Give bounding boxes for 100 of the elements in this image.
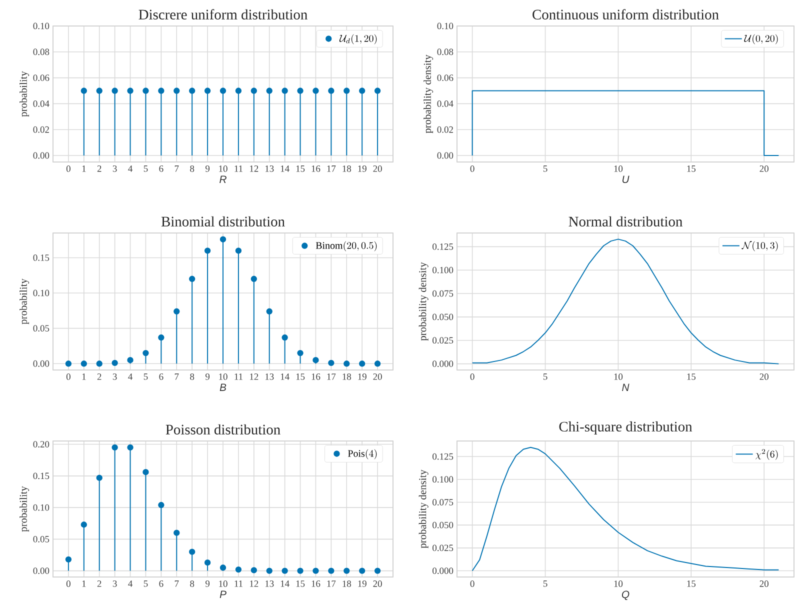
x-tick-label: 6 [159, 374, 164, 380]
point [328, 568, 334, 574]
point [266, 308, 272, 314]
x-tick-label: 19 [358, 166, 366, 172]
x-tick-label: 17 [327, 374, 336, 380]
x-tick-label: 8 [190, 374, 194, 380]
y-axis-title: probability density [424, 54, 434, 134]
point [359, 568, 366, 574]
y-tick-label: 0.02 [437, 126, 453, 133]
x-tick-label: 2 [97, 166, 102, 172]
x-tick-label: 14 [280, 166, 290, 172]
y-axis-title: probability [20, 278, 30, 324]
x-axis-title: B [220, 384, 226, 391]
y-tick-label: 0.10 [33, 22, 50, 30]
y-tick-label: 0.05 [33, 325, 50, 332]
x-tick-label: 13 [265, 166, 274, 172]
point [142, 469, 149, 476]
x-tick-label: 9 [205, 166, 210, 172]
x-tick-label: 9 [205, 580, 210, 587]
x-tick-label: 20 [373, 374, 382, 380]
x-tick-label: 15 [687, 166, 696, 172]
y-tick-label: 0.075 [432, 499, 454, 506]
point [174, 530, 180, 536]
chart-title: Binomial distribution [161, 216, 285, 226]
x-tick-label: 7 [174, 374, 179, 380]
x-tick-label: 0 [66, 374, 70, 380]
x-tick-label: 1 [82, 166, 86, 172]
point [374, 360, 381, 367]
y-tick-label: 0.000 [432, 360, 454, 368]
point [189, 276, 196, 282]
x-tick-label: 7 [174, 166, 179, 172]
y-tick-label: 0.06 [437, 74, 454, 82]
x-tick-label: 18 [342, 580, 352, 587]
y-tick-label: 0.050 [432, 522, 454, 528]
x-tick-label: 15 [687, 374, 696, 380]
x-tick-label: 14 [280, 580, 290, 587]
x-tick-label: 5 [543, 374, 548, 380]
x-tick-label: 15 [296, 166, 305, 172]
x-tick-label: 3 [112, 166, 117, 172]
x-tick-label: 17 [327, 166, 336, 172]
y-tick-label: 0.00 [33, 360, 50, 367]
x-tick-label: 6 [159, 166, 164, 172]
y-tick-label: 0.125 [432, 243, 454, 250]
x-tick-label: 3 [112, 374, 117, 380]
x-tick-label: 4 [128, 166, 132, 172]
x-tick-label: 5 [144, 374, 148, 380]
x-tick-label: 10 [219, 580, 228, 587]
y-tick-label: 0.100 [432, 476, 454, 483]
point [65, 556, 72, 563]
point [174, 308, 180, 314]
x-tick-label: 2 [97, 374, 102, 380]
y-tick-label: 0.04 [437, 100, 454, 107]
x-tick-label: 10 [219, 374, 228, 380]
point [127, 444, 134, 451]
point [220, 564, 226, 571]
y-tick-label: 0.04 [33, 100, 50, 107]
y-tick-label: 0.15 [33, 254, 50, 261]
x-tick-label: 0 [470, 166, 474, 172]
x-tick-label: 19 [358, 580, 366, 587]
x-tick-label: 3 [112, 580, 117, 587]
chart-title: Discrere uniform distribution [138, 9, 308, 20]
point [250, 567, 257, 574]
point [158, 334, 164, 341]
point [312, 357, 319, 364]
x-tick-label: 11 [234, 580, 242, 587]
x-tick-label: 4 [128, 374, 132, 380]
x-tick-label: 11 [234, 166, 242, 172]
chart-title: Normal distribution [568, 216, 682, 226]
y-tick-label: 0.20 [33, 441, 50, 448]
x-tick-label: 12 [250, 580, 258, 587]
x-tick-label: 0 [66, 580, 70, 587]
x-tick-label: 15 [296, 580, 305, 587]
y-tick-label: 0.025 [432, 544, 454, 552]
x-tick-label: 1 [82, 580, 86, 587]
point [158, 502, 164, 508]
point [204, 559, 211, 566]
x-tick-label: 5 [543, 166, 548, 172]
x-tick-label: 15 [296, 374, 305, 380]
x-tick-label: 4 [128, 580, 132, 587]
y-tick-label: 0.08 [437, 48, 454, 56]
x-axis-title: R [220, 176, 226, 183]
y-tick-label: 0.100 [432, 266, 454, 274]
point [204, 248, 211, 254]
point [235, 566, 242, 573]
y-axis-title: probability [20, 486, 30, 532]
point [80, 522, 87, 528]
point [80, 360, 87, 367]
point [65, 360, 72, 367]
legend-label: $\mathcal{U}(0, 20)$ [744, 34, 778, 44]
x-tick-label: 13 [265, 580, 274, 587]
point [96, 474, 102, 481]
x-tick-label: 15 [687, 580, 696, 587]
point [312, 568, 319, 574]
point [344, 360, 350, 367]
legend-label: $\mathcal{N}(10, 3)$ [742, 241, 778, 252]
line-series [472, 238, 780, 364]
y-tick-label: 0.05 [33, 536, 50, 542]
y-tick-label: 0.00 [33, 152, 50, 159]
chart-title: Continuous uniform distribution [532, 9, 719, 20]
x-tick-label: 9 [205, 374, 210, 380]
